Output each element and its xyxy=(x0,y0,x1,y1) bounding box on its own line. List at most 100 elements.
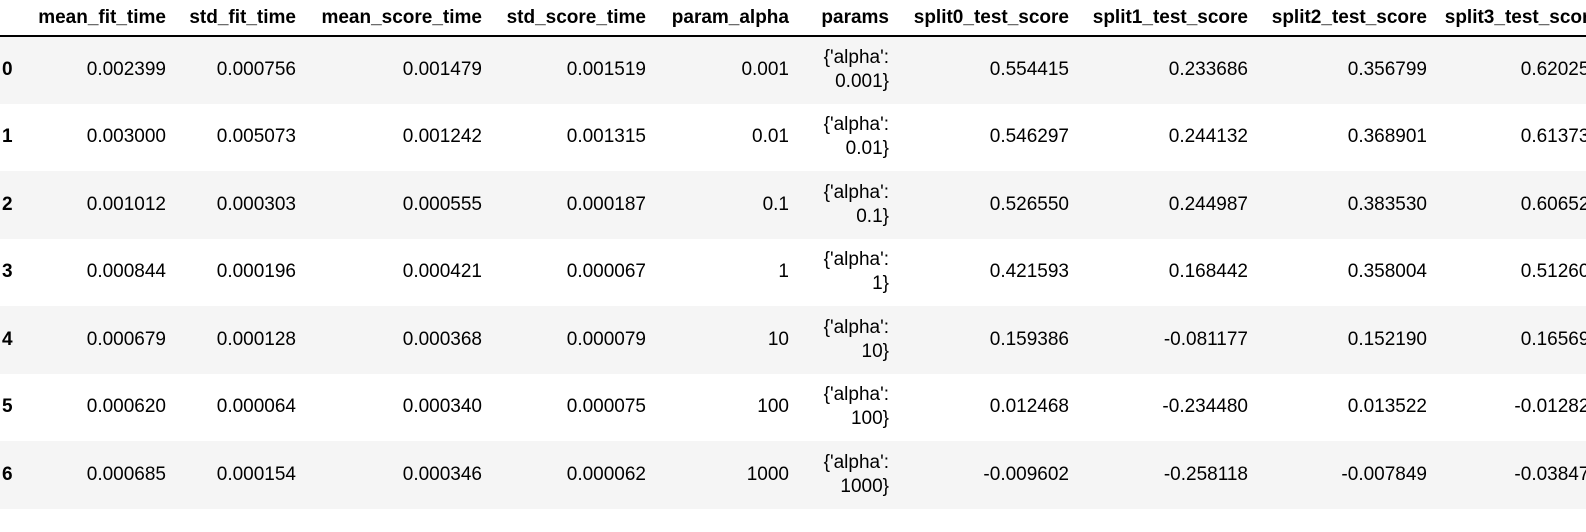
row-index: 0 xyxy=(2,59,13,81)
cell-std-fit-time: 0.005073 xyxy=(216,126,296,148)
table-row: 2 0.001012 0.000303 0.000555 0.000187 0.… xyxy=(0,171,1586,239)
cell-param-alpha: 10 xyxy=(767,328,789,350)
cell-param-alpha: 0.01 xyxy=(752,126,789,148)
column-header: split2_test_score xyxy=(1256,0,1435,37)
cell-split2-test-score: 0.368901 xyxy=(1347,126,1427,148)
params-key: {'alpha': xyxy=(823,47,889,69)
params-key: {'alpha': xyxy=(823,451,889,473)
params-value: 10} xyxy=(861,340,889,362)
cell-std-score-time: 0.000062 xyxy=(566,463,646,485)
cell-split3-test-score: 0.512608 xyxy=(1520,261,1586,283)
cell-split0-test-score: 0.012468 xyxy=(989,396,1069,418)
cell-split2-test-score: 0.383530 xyxy=(1347,193,1427,215)
row-index: 3 xyxy=(2,261,13,283)
cell-std-score-time: 0.000079 xyxy=(566,328,646,350)
cell-params: {'alpha': 1000} xyxy=(797,441,897,509)
row-index: 4 xyxy=(2,328,13,350)
cell-std-fit-time: 0.000756 xyxy=(216,59,296,81)
cell-split1-test-score: 0.168442 xyxy=(1168,261,1248,283)
params-value: 0.1} xyxy=(856,205,889,227)
cell-params: {'alpha': 100} xyxy=(797,374,897,442)
cell-split3-test-score: 0.620252 xyxy=(1520,59,1586,81)
cell-mean-score-time: 0.001242 xyxy=(402,126,482,148)
cell-std-fit-time: 0.000303 xyxy=(216,193,296,215)
cell-param-alpha: 0.001 xyxy=(741,59,789,81)
cell-split0-test-score: 0.554415 xyxy=(989,59,1069,81)
params-value: 1000} xyxy=(840,475,889,497)
cell-std-fit-time: 0.000196 xyxy=(216,261,296,283)
cell-split1-test-score: 0.244132 xyxy=(1168,126,1248,148)
cell-mean-fit-time: 0.001012 xyxy=(86,193,166,215)
header-row: mean_fit_time std_fit_time mean_score_ti… xyxy=(0,0,1586,37)
cell-split1-test-score: 0.244987 xyxy=(1168,193,1248,215)
cell-mean-score-time: 0.000346 xyxy=(402,463,482,485)
table-row: 6 0.000685 0.000154 0.000346 0.000062 10… xyxy=(0,441,1586,509)
cell-param-alpha: 1 xyxy=(778,261,789,283)
cell-split1-test-score: -0.234480 xyxy=(1162,396,1248,418)
cell-mean-score-time: 0.000421 xyxy=(402,261,482,283)
cell-mean-fit-time: 0.003000 xyxy=(86,126,166,148)
row-index: 5 xyxy=(2,396,13,418)
cell-split1-test-score: -0.081177 xyxy=(1163,328,1248,350)
cell-std-fit-time: 0.000064 xyxy=(216,396,296,418)
cell-param-alpha: 1000 xyxy=(746,463,789,485)
column-header: param_alpha xyxy=(654,0,797,37)
column-header: split1_test_score xyxy=(1077,0,1256,37)
cell-std-score-time: 0.000187 xyxy=(566,193,646,215)
cell-split2-test-score: 0.356799 xyxy=(1347,59,1427,81)
params-key: {'alpha': xyxy=(823,181,889,203)
column-header: split0_test_score xyxy=(897,0,1077,37)
params-value: 0.01} xyxy=(845,138,889,160)
cell-std-score-time: 0.000075 xyxy=(566,396,646,418)
cell-mean-score-time: 0.000368 xyxy=(402,328,482,350)
cell-mean-fit-time: 0.000844 xyxy=(86,261,166,283)
cell-split3-test-score: -0.012820 xyxy=(1514,396,1586,418)
row-index: 6 xyxy=(2,463,13,485)
cell-params: {'alpha': 0.001} xyxy=(797,36,897,104)
cell-split1-test-score: 0.233686 xyxy=(1168,59,1248,81)
table-row: 5 0.000620 0.000064 0.000340 0.000075 10… xyxy=(0,373,1586,442)
params-key: {'alpha': xyxy=(823,249,889,271)
cell-mean-score-time: 0.000340 xyxy=(402,396,482,418)
cell-mean-fit-time: 0.000685 xyxy=(86,463,166,485)
cv-results-table: mean_fit_time std_fit_time mean_score_ti… xyxy=(0,0,1586,509)
cell-params: {'alpha': 1} xyxy=(797,239,897,307)
cell-split0-test-score: 0.421593 xyxy=(989,261,1069,283)
table-row: 1 0.003000 0.005073 0.001242 0.001315 0.… xyxy=(0,103,1586,172)
column-header: mean_fit_time xyxy=(22,0,174,37)
cell-split3-test-score: 0.606521 xyxy=(1520,193,1586,215)
cell-std-fit-time: 0.000128 xyxy=(216,328,296,350)
params-key: {'alpha': xyxy=(823,316,889,338)
cell-mean-score-time: 0.001479 xyxy=(402,59,482,81)
cell-split0-test-score: -0.009602 xyxy=(983,463,1069,485)
cell-split2-test-score: 0.013522 xyxy=(1347,396,1427,418)
row-index: 1 xyxy=(2,126,13,148)
column-header: params xyxy=(797,0,897,37)
cell-std-score-time: 0.000067 xyxy=(566,261,646,283)
column-header: mean_score_time xyxy=(304,0,490,37)
cell-params: {'alpha': 0.01} xyxy=(797,104,897,172)
row-index: 2 xyxy=(2,193,13,215)
cell-split0-test-score: 0.526550 xyxy=(989,193,1069,215)
params-value: 1} xyxy=(872,273,889,295)
cell-split2-test-score: 0.358004 xyxy=(1347,261,1427,283)
cell-split1-test-score: -0.258118 xyxy=(1163,463,1248,485)
params-key: {'alpha': xyxy=(823,384,889,406)
cell-std-score-time: 0.001315 xyxy=(566,126,646,148)
cell-split2-test-score: -0.007849 xyxy=(1341,463,1427,485)
table-row: 4 0.000679 0.000128 0.000368 0.000079 10… xyxy=(0,306,1586,374)
cell-mean-fit-time: 0.002399 xyxy=(86,59,166,81)
params-value: 100} xyxy=(850,408,889,430)
cell-split0-test-score: 0.159386 xyxy=(989,328,1069,350)
cell-split3-test-score: -0.038479 xyxy=(1514,463,1586,485)
cell-mean-fit-time: 0.000620 xyxy=(86,396,166,418)
cell-params: {'alpha': 0.1} xyxy=(797,171,897,239)
table-row: 3 0.000844 0.000196 0.000421 0.000067 1 … xyxy=(0,238,1586,307)
params-value: 0.001} xyxy=(835,71,889,93)
cell-std-score-time: 0.001519 xyxy=(566,59,646,81)
column-header: std_score_time xyxy=(490,0,654,37)
cell-std-fit-time: 0.000154 xyxy=(216,463,296,485)
table-row: 0 0.002399 0.000756 0.001479 0.001519 0.… xyxy=(0,36,1586,104)
column-header: split3_test_score xyxy=(1435,0,1586,37)
